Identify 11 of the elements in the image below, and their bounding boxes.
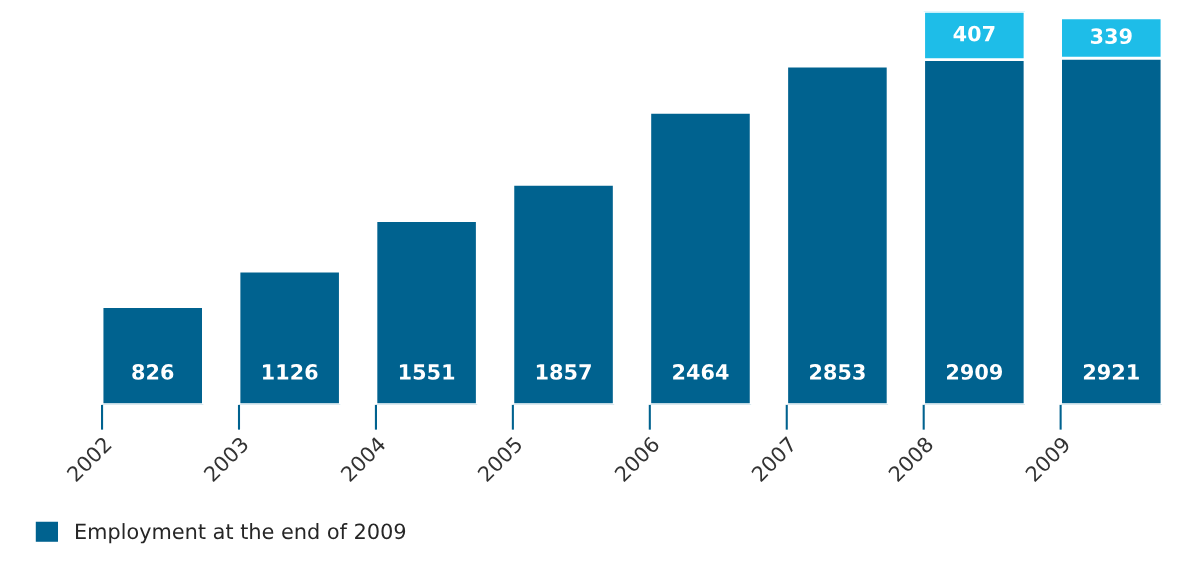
data-label: 1551: [399, 364, 455, 380]
data-label: 407: [953, 25, 995, 42]
legend-label: Employment at the end of 2009: [76, 523, 406, 544]
data-label: 2909: [947, 364, 1003, 380]
data-label: 826: [132, 364, 174, 380]
data-label: 2921: [1083, 364, 1139, 380]
data-label: 1126: [263, 364, 318, 380]
data-label: 2464: [673, 364, 729, 380]
data-label: 339: [1090, 28, 1132, 45]
data-label: 2853: [810, 364, 865, 380]
data-label: 1857: [536, 364, 591, 380]
